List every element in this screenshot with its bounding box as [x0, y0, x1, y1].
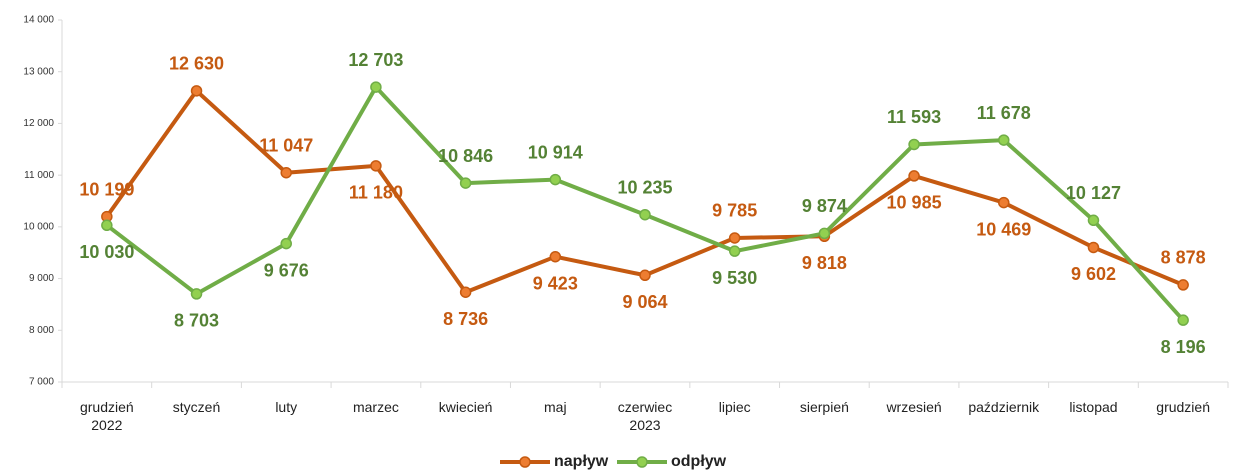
marker — [908, 138, 920, 151]
data-label: 10 985 — [887, 193, 942, 213]
data-label: 11 047 — [259, 135, 313, 155]
x-tick-label: maj — [544, 399, 567, 415]
data-label: 10 030 — [79, 242, 134, 262]
y-tick-label: 12 000 — [23, 118, 54, 129]
marker — [190, 85, 203, 97]
marker — [908, 170, 920, 182]
data-label: 9 818 — [802, 253, 847, 273]
marker — [280, 166, 292, 179]
y-tick-label: 11 000 — [24, 170, 54, 181]
x-tick-label: sierpień — [799, 399, 849, 415]
marker — [1087, 241, 1100, 254]
x-tick-label: styczeń — [172, 399, 221, 415]
marker — [280, 237, 292, 250]
marker — [728, 245, 741, 257]
data-label: 12 630 — [169, 54, 224, 74]
data-label: 9 676 — [264, 260, 309, 280]
y-tick-label: 10 000 — [23, 221, 54, 232]
data-label: 10 127 — [1066, 183, 1121, 203]
x-tick-label: grudzień 2022 — [79, 399, 134, 433]
legend-marker — [519, 456, 531, 468]
data-label: 9 530 — [712, 268, 757, 288]
y-tick-label: 7 000 — [29, 377, 54, 388]
marker — [549, 173, 562, 186]
data-label: 8 736 — [443, 309, 488, 329]
data-label: 11 180 — [349, 183, 403, 203]
marker — [190, 288, 203, 300]
marker — [639, 208, 651, 221]
data-label: 8 878 — [1161, 248, 1206, 268]
x-tick-label: marzec — [352, 399, 399, 415]
marker — [818, 227, 831, 240]
data-label: 12 703 — [348, 50, 403, 70]
legend-label: napływ — [554, 453, 609, 470]
x-tick-label: czerwiec 2023 — [617, 399, 673, 433]
x-tick-label: kwiecień — [438, 399, 493, 415]
data-label: 8 703 — [174, 311, 219, 331]
data-label: 9 874 — [802, 196, 847, 216]
legend-marker — [636, 456, 648, 468]
marker — [1177, 279, 1189, 291]
marker — [639, 269, 651, 282]
marker — [1087, 214, 1100, 227]
data-label: 10 235 — [617, 177, 672, 197]
legend-label: odpływ — [671, 453, 727, 470]
data-label: 10 846 — [438, 146, 493, 166]
data-label: 10 469 — [976, 219, 1031, 239]
data-label: 11 593 — [887, 107, 941, 127]
y-tick-label: 14 000 — [23, 15, 54, 26]
data-label: 9 785 — [712, 201, 757, 221]
marker — [998, 134, 1010, 146]
x-tick-label: październik — [968, 399, 1040, 415]
marker — [370, 160, 382, 172]
x-tick-label: wrzesień — [886, 399, 942, 415]
data-label: 8 196 — [1161, 337, 1206, 357]
data-label: 9 602 — [1071, 264, 1116, 284]
data-label: 10 199 — [79, 179, 134, 199]
marker — [549, 250, 562, 263]
marker — [998, 196, 1010, 209]
y-tick-label: 13 000 — [23, 66, 54, 77]
marker — [459, 286, 472, 298]
marker — [459, 177, 472, 189]
data-label: 11 678 — [977, 103, 1031, 123]
data-label: 9 423 — [533, 273, 578, 293]
x-tick-label: lipiec — [718, 399, 751, 415]
marker — [370, 81, 382, 93]
x-tick-label: luty — [275, 399, 298, 415]
data-label: 10 914 — [528, 142, 583, 162]
marker — [728, 232, 741, 244]
x-tick-label: listopad — [1069, 399, 1118, 415]
y-tick-label: 9 000 — [29, 273, 54, 284]
y-tick-label: 8 000 — [29, 325, 54, 336]
marker — [1177, 314, 1189, 326]
x-tick-label: grudzień — [1156, 399, 1210, 415]
marker — [101, 219, 113, 232]
data-label: 9 064 — [622, 292, 667, 312]
